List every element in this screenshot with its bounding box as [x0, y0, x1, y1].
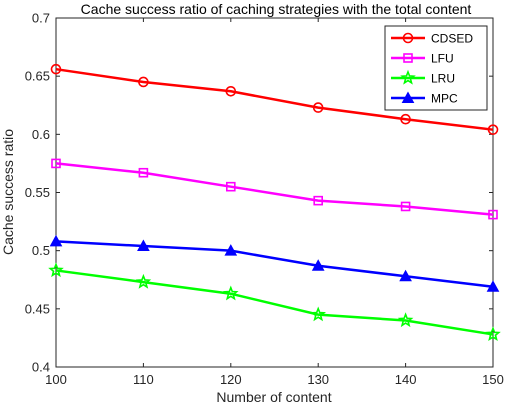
legend-box [384, 25, 488, 111]
series-line [55, 67, 494, 131]
data-point [222, 285, 239, 301]
legend-marker [401, 91, 415, 103]
data-point [49, 234, 63, 247]
legend-marker [402, 32, 414, 44]
series-line [55, 240, 494, 288]
legend-item: LRU [391, 69, 455, 86]
x-tick-label: 130 [307, 372, 329, 387]
y-tick-label: 0.6 [32, 127, 50, 142]
data-point [50, 63, 62, 75]
y-tick-label: 0.5 [32, 243, 50, 258]
data-point [310, 306, 327, 322]
data-point [313, 195, 324, 206]
legend-label: CDSED [431, 32, 473, 46]
series-mpc [49, 234, 500, 292]
data-point [486, 280, 500, 292]
x-tick-label: 100 [45, 372, 67, 387]
x-tick-label: 140 [395, 372, 417, 387]
x-axis-label: Number of content [216, 389, 331, 405]
series-lfu [51, 158, 498, 220]
data-point [226, 181, 236, 192]
data-point [137, 239, 150, 252]
x-tick-label: 150 [482, 372, 504, 387]
legend-label: LRU [431, 72, 455, 86]
series-lru [48, 262, 501, 342]
legend-label: LFU [431, 52, 454, 66]
data-point [400, 113, 411, 125]
y-tick-label: 0.65 [25, 69, 50, 84]
data-point [51, 158, 61, 169]
data-point [48, 262, 64, 278]
y-axis-label: Cache success ratio [0, 129, 16, 255]
data-point [138, 76, 149, 88]
data-point [138, 167, 149, 178]
chart-title: Cache success ratio of caching strategie… [81, 1, 472, 17]
data-point [311, 259, 325, 271]
legend-label: MPC [431, 92, 458, 106]
data-point [399, 269, 412, 282]
data-point [312, 102, 324, 113]
y-tick-label: 0.55 [25, 185, 50, 200]
legend-marker [400, 69, 416, 85]
legend-item: CDSED [391, 32, 473, 46]
x-tick-label: 110 [133, 372, 154, 387]
legend-item: LFU [391, 52, 454, 66]
legend-marker [403, 53, 413, 63]
data-point [485, 326, 501, 342]
legend-item: MPC [391, 91, 458, 106]
data-point [487, 124, 499, 135]
legend: CDSED LFU LRU MPC [384, 25, 488, 111]
series-cdsed [50, 63, 499, 135]
y-tick-label: 0.7 [32, 11, 50, 26]
data-point [224, 244, 238, 256]
series-line [55, 269, 494, 336]
data-point [488, 209, 498, 220]
data-point [135, 273, 152, 289]
y-tick-label: 0.4 [32, 360, 50, 375]
data-point [225, 85, 237, 97]
data-point [397, 312, 414, 328]
data-point [400, 201, 411, 212]
x-tick-label: 120 [220, 372, 242, 387]
y-tick-label: 0.45 [25, 301, 50, 316]
series-line [55, 162, 494, 216]
